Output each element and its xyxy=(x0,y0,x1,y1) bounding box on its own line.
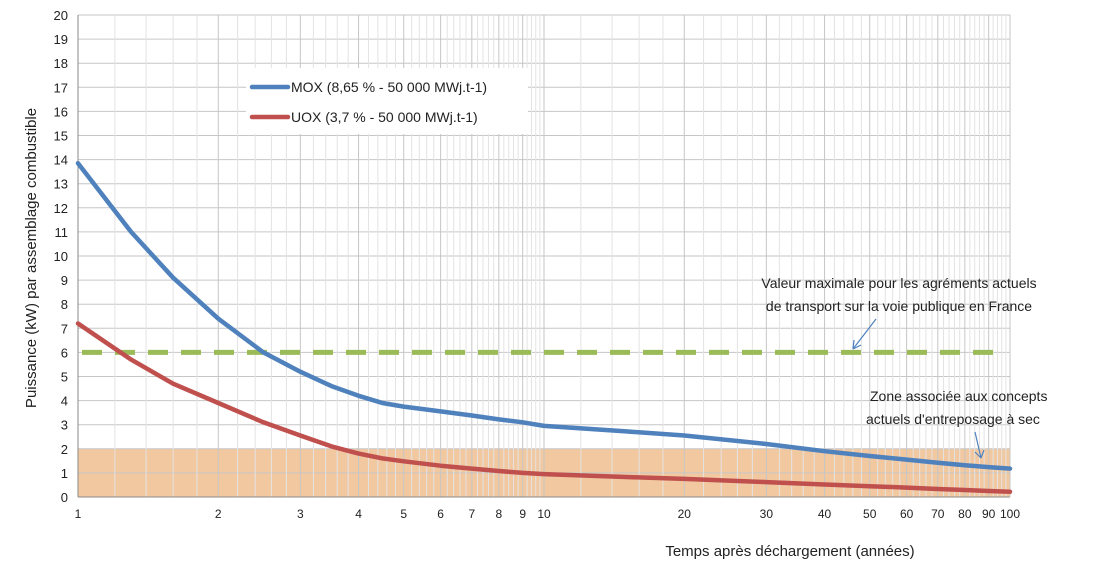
x-tick-label: 9 xyxy=(519,507,526,521)
x-tick-label: 3 xyxy=(297,507,304,521)
y-tick-label: 4 xyxy=(61,394,68,409)
y-tick-label: 1 xyxy=(61,466,68,481)
y-tick-label: 19 xyxy=(54,32,68,47)
y-tick-label: 17 xyxy=(54,80,68,95)
series-line-mox xyxy=(75,160,1013,471)
legend-background xyxy=(246,68,528,134)
x-tick-label: 50 xyxy=(863,507,877,521)
y-tick-label: 15 xyxy=(54,129,68,144)
legend: MOX (8,65 % - 50 000 MWj.t-1) UOX (3,7 %… xyxy=(246,68,528,134)
zone-annotation-arrowhead xyxy=(974,449,985,459)
y-tick-label: 10 xyxy=(54,249,68,264)
legend-label-uox: UOX (3,7 % - 50 000 MWj.t-1) xyxy=(291,109,478,125)
x-tick-label: 5 xyxy=(400,507,407,521)
y-tick-label: 2 xyxy=(61,442,68,457)
x-tick-label: 1 xyxy=(75,507,82,521)
y-tick-label: 14 xyxy=(54,153,68,168)
y-tick-label: 7 xyxy=(61,321,68,336)
x-tick-label: 4 xyxy=(355,507,362,521)
y-tick-label: 6 xyxy=(61,345,68,360)
series-layer xyxy=(75,160,1013,494)
x-tick-label: 80 xyxy=(958,507,972,521)
legend-label-mox: MOX (8,65 % - 50 000 MWj.t-1) xyxy=(291,79,487,95)
x-tick-label: 90 xyxy=(982,507,996,521)
y-tick-label: 0 xyxy=(61,490,68,505)
zone-annotation-line-1: Zone associée aux concepts xyxy=(870,388,1047,404)
y-tick-label: 11 xyxy=(55,225,69,240)
y-tick-label: 13 xyxy=(54,177,68,192)
x-tick-label: 70 xyxy=(931,507,945,521)
y-tick-label: 12 xyxy=(54,201,68,216)
axes xyxy=(77,15,1011,498)
y-tick-label: 5 xyxy=(61,370,68,385)
x-axis-title: Temps après déchargement (années) xyxy=(665,543,914,560)
series-line-uox xyxy=(75,321,1013,494)
reference-annotation-arrowhead xyxy=(852,339,862,350)
zone-annotation-line-2: actuels d'entreposage à sec xyxy=(866,411,1040,427)
x-tick-label: 8 xyxy=(495,507,502,521)
y-tick-label: 16 xyxy=(54,104,68,119)
y-tick-label: 9 xyxy=(61,273,68,288)
y-tick-label: 20 xyxy=(54,8,68,23)
reference-line-annotation: Valeur maximale pour les agréments actue… xyxy=(761,275,1037,350)
y-tick-label: 3 xyxy=(61,418,68,433)
x-tick-label: 20 xyxy=(678,507,692,521)
x-tick-label: 2 xyxy=(215,507,222,521)
reference-annotation-line-1: Valeur maximale pour les agréments actue… xyxy=(761,275,1036,291)
x-tick-label: 100 xyxy=(1000,507,1020,521)
zone-annotation: Zone associée aux concepts actuels d'ent… xyxy=(866,388,1047,459)
reference-annotation-arrow xyxy=(852,318,877,350)
x-tick-label: 10 xyxy=(537,507,551,521)
x-tick-label: 40 xyxy=(818,507,832,521)
x-tick-label: 6 xyxy=(437,507,444,521)
x-tick-label: 60 xyxy=(900,507,914,521)
y-tick-label: 8 xyxy=(61,297,68,312)
y-tick-label: 18 xyxy=(54,56,68,71)
reference-annotation-line-2: de transport sur la voie publique en Fra… xyxy=(766,298,1032,314)
x-tick-label: 30 xyxy=(760,507,774,521)
zone-annotation-arrow xyxy=(974,431,982,459)
y-axis-title: Puissance (kW) par assemblage combustibl… xyxy=(23,108,40,408)
x-tick-label: 7 xyxy=(468,507,475,521)
